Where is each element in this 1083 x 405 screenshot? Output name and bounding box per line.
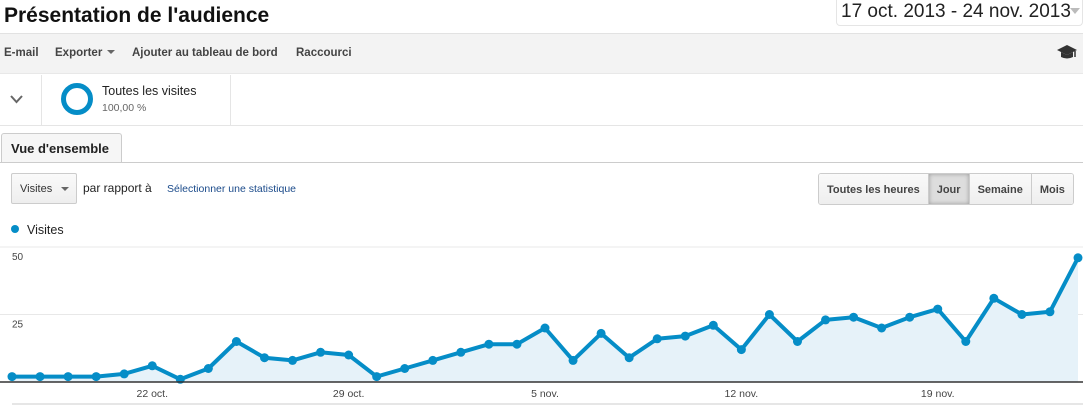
data-point <box>792 337 802 346</box>
data-point <box>119 369 129 379</box>
export-button[interactable]: Exporter <box>55 47 116 59</box>
x-tick-label: 22 oct. <box>136 388 168 400</box>
export-label: Exporter <box>55 47 103 59</box>
graduation-cap-icon[interactable] <box>1057 44 1077 60</box>
select-statistic-link[interactable]: Sélectionner une statistique <box>167 183 296 195</box>
data-point <box>147 361 157 371</box>
chevron-down-icon <box>10 95 23 104</box>
data-point <box>736 345 746 355</box>
caret-down-icon <box>107 50 116 54</box>
add-to-dashboard-button[interactable]: Ajouter au tableau de bord <box>132 47 278 59</box>
tab-divider <box>0 162 1083 163</box>
data-point <box>708 320 718 330</box>
data-point <box>316 347 326 357</box>
caret-down-icon <box>61 187 69 191</box>
data-point <box>63 372 73 382</box>
data-point <box>35 372 45 382</box>
page-title: Présentation de l'audience <box>4 4 270 27</box>
x-tick-label: 19 nov. <box>921 388 955 400</box>
data-point <box>821 315 831 325</box>
data-point <box>203 364 213 373</box>
segment-all-visits[interactable]: Toutes les visites 100,00 % <box>42 75 231 126</box>
chart-legend: Visites <box>11 223 64 237</box>
data-point <box>680 331 690 341</box>
segment-name: Toutes les visites <box>102 84 197 98</box>
data-point <box>652 334 662 344</box>
data-point <box>1017 310 1027 319</box>
data-point <box>372 372 382 382</box>
data-point <box>905 312 915 322</box>
data-point <box>1045 307 1055 317</box>
email-button[interactable]: E-mail <box>4 47 39 59</box>
data-point <box>231 337 241 346</box>
data-point <box>512 339 522 349</box>
segment-expand-button[interactable] <box>0 75 42 126</box>
data-point <box>764 310 774 319</box>
toolbar: E-mail Exporter Ajouter au tableau de bo… <box>0 33 1083 74</box>
segment-bar: Toutes les visites 100,00 % <box>0 75 1083 126</box>
data-point <box>91 372 101 382</box>
data-point <box>849 312 859 322</box>
data-point <box>877 323 887 333</box>
data-point <box>400 364 410 373</box>
data-point <box>484 339 494 349</box>
x-tick-label: 29 oct. <box>333 388 365 400</box>
data-point <box>288 355 298 365</box>
granularity-hourly-button[interactable]: Toutes les heures <box>819 174 929 204</box>
data-point <box>933 304 943 314</box>
x-tick-label: 12 nov. <box>725 388 759 400</box>
y-tick-label: 50 <box>12 252 24 263</box>
data-point <box>344 350 354 360</box>
legend-dot-icon <box>11 225 19 233</box>
data-point <box>568 355 578 365</box>
data-point <box>428 355 438 365</box>
data-point <box>961 337 971 346</box>
metric-select[interactable]: Visites <box>11 173 77 204</box>
x-tick-label: 5 nov. <box>531 388 559 400</box>
chevron-down-icon <box>1070 8 1080 14</box>
data-point <box>540 323 550 333</box>
date-range-text: 17 oct. 2013 - 24 nov. 2013 <box>841 1 1071 22</box>
data-point <box>259 353 269 363</box>
legend-label: Visites <box>27 223 64 237</box>
granularity-day-button[interactable]: Jour <box>928 174 970 204</box>
granularity-week-button[interactable]: Semaine <box>969 174 1032 204</box>
data-point <box>7 372 17 382</box>
data-point <box>456 347 466 357</box>
data-point <box>989 293 999 303</box>
shortcut-button[interactable]: Raccourci <box>296 47 352 59</box>
segment-ring-icon <box>61 83 93 115</box>
granularity-month-button[interactable]: Mois <box>1031 174 1073 204</box>
versus-label: par rapport à <box>83 181 152 195</box>
series-area <box>12 257 1078 382</box>
segment-percent: 100,00 % <box>102 102 147 114</box>
data-point <box>1073 253 1083 263</box>
metric-select-value: Visites <box>20 183 53 195</box>
y-tick-label: 25 <box>12 320 24 331</box>
data-point <box>596 328 606 338</box>
tab-overview[interactable]: Vue d'ensemble <box>1 133 122 163</box>
data-point <box>624 353 634 363</box>
granularity-toggle: Toutes les heures Jour Semaine Mois <box>818 173 1074 205</box>
